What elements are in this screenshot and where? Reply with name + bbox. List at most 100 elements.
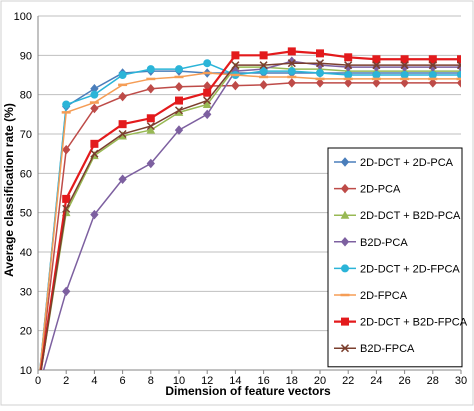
series-6 (39, 71, 461, 370)
x-axis-label: Dimension of feature vectors (165, 384, 331, 398)
series-8-point-stroke (428, 61, 437, 70)
series-8 (40, 59, 461, 370)
series-4-point (118, 174, 127, 184)
legend-marker-7 (341, 317, 349, 326)
legend-marker-1 (340, 157, 350, 167)
x-tick-label: 14 (229, 375, 241, 387)
series-8-point (372, 61, 381, 70)
series-7-line (39, 50, 461, 370)
series-8-point-stroke (400, 61, 409, 70)
series-7-point (62, 194, 71, 203)
series-8-point (259, 61, 268, 70)
series-2-point (287, 78, 296, 88)
series-8-point (174, 106, 184, 115)
series-2-point (62, 144, 71, 155)
series-8-point-stroke (146, 122, 155, 131)
series-7-point (175, 96, 183, 105)
y-tick-label: 20 (20, 326, 32, 338)
series-8-point-stroke (90, 149, 99, 158)
series-8-point-stroke (456, 64, 461, 70)
legend-box (327, 147, 463, 368)
series-8-point (344, 61, 353, 70)
series-3-point (202, 99, 212, 108)
legend-symbol-1 (334, 157, 356, 167)
x-tick-label: 16 (257, 375, 269, 387)
series-2-point (174, 82, 184, 92)
series-6-line (39, 72, 461, 370)
series-8-point-stroke (372, 61, 381, 70)
x-tick-label: 0 (35, 375, 41, 387)
legend-label-2: 2D-PCA (360, 184, 401, 196)
legend-marker-2 (340, 183, 350, 194)
series-7-point (203, 88, 212, 97)
series-4-line (42, 60, 461, 370)
series-8-point (315, 59, 325, 68)
series-2-point (428, 78, 437, 88)
x-tick-label: 22 (342, 375, 354, 387)
series-8-point (118, 129, 127, 139)
series-2-point (315, 78, 325, 88)
series-7-point (344, 53, 353, 62)
series-8-point-stroke (231, 61, 240, 70)
series-8-point-stroke (259, 61, 268, 70)
series-5-point (287, 67, 296, 76)
legend-label-6: 2D-FPCA (360, 290, 408, 302)
series-8-line (40, 62, 461, 370)
series-8-point (287, 59, 296, 68)
legend-marker-8 (340, 344, 350, 353)
series-8-point (146, 122, 155, 131)
series-5-line (39, 62, 461, 370)
legend: 2D-DCT + 2D-PCA 2D-PCA 2D-DCT + B2D-PCA B2D… (327, 147, 468, 368)
legend-marker-5 (341, 264, 349, 273)
series-2-point (231, 80, 240, 91)
y-tick-label: 10 (20, 365, 32, 377)
x-tick-label: 6 (120, 375, 126, 387)
series-layer (39, 47, 461, 370)
series-3-line (40, 66, 461, 370)
series-5-point (203, 59, 212, 68)
series-8-point-stroke (118, 129, 127, 139)
series-5-point (400, 71, 409, 79)
series-8-point-stroke (174, 106, 184, 115)
series-5-point (344, 71, 353, 79)
series-7-point (90, 139, 99, 148)
series-8-point (231, 61, 240, 70)
series-8-point (90, 149, 99, 158)
x-tick-label: 8 (148, 375, 154, 387)
series-2-point (344, 78, 353, 88)
series-2-point (259, 80, 268, 90)
series-2-point (400, 78, 409, 88)
series-8-point-stroke (344, 61, 353, 70)
y-tick-label: 60 (20, 168, 32, 180)
y-tick-label: 80 (20, 90, 32, 102)
series-5-point (175, 65, 183, 74)
series-5-point (428, 71, 437, 79)
series-4-point (146, 158, 155, 169)
legend-label-8: B2D-FPCA (360, 343, 415, 355)
series-5-point (372, 71, 381, 79)
x-tick-label: 30 (455, 375, 467, 387)
series-2-point (372, 78, 381, 88)
series-8-point (456, 61, 461, 70)
series-2-line (39, 82, 461, 370)
legend-label-1: 2D-DCT + 2D-PCA (360, 157, 454, 169)
series-7 (39, 47, 461, 370)
series-7-point (259, 51, 268, 60)
series-7-point (231, 51, 240, 60)
x-tick-label: 26 (398, 375, 410, 387)
y-tick-label: 70 (20, 129, 32, 141)
x-tick-label: 4 (91, 375, 97, 387)
series-5-point (90, 90, 99, 99)
x-tick-label: 18 (286, 375, 298, 387)
legend-symbol-2 (334, 183, 356, 194)
legend-marker-8-stroke (340, 344, 350, 353)
series-8-point (62, 204, 71, 213)
series-8-point-stroke (62, 204, 71, 213)
series-2-point (456, 78, 461, 88)
x-tick-label: 24 (370, 375, 382, 387)
series-8-point-stroke (456, 61, 461, 67)
series-8-point (400, 61, 409, 70)
